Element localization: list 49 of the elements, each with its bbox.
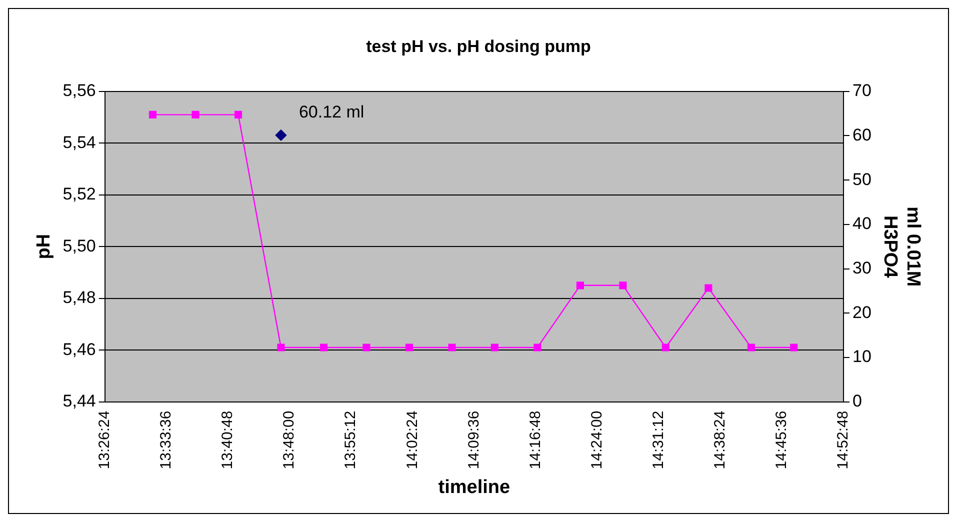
y2-tick-label: 40 bbox=[852, 214, 872, 234]
x-tick-label: 14:31:12 bbox=[650, 410, 667, 470]
y2-tick-label: 60 bbox=[852, 125, 872, 144]
point bbox=[534, 344, 542, 352]
point bbox=[362, 344, 370, 352]
y-axis-title: pH bbox=[34, 234, 55, 260]
point bbox=[448, 344, 456, 352]
y2-tick-label: 50 bbox=[852, 170, 872, 189]
point bbox=[747, 344, 755, 352]
y-tick-label: 5,50 bbox=[62, 236, 96, 256]
y2-tick-label: 10 bbox=[852, 347, 872, 366]
point bbox=[320, 344, 328, 352]
y-tick-label: 5,54 bbox=[62, 132, 96, 152]
point bbox=[192, 110, 200, 118]
y-tick-label: 5,48 bbox=[62, 288, 96, 308]
point bbox=[277, 344, 285, 352]
x-tick-label: 13:55:12 bbox=[342, 410, 360, 470]
point bbox=[662, 344, 670, 352]
point bbox=[704, 284, 712, 292]
x-axis-title: timeline bbox=[438, 476, 510, 498]
y2-tick-label: 70 bbox=[852, 81, 872, 100]
y2-tick-label: 20 bbox=[852, 302, 872, 322]
point bbox=[234, 110, 242, 118]
x-tick-label: 14:45:36 bbox=[773, 410, 790, 470]
y-tick-label: 5,56 bbox=[62, 81, 96, 100]
point bbox=[619, 282, 627, 290]
data-label: 60.12 ml bbox=[298, 102, 364, 122]
point bbox=[148, 110, 157, 118]
chart-title: test pH vs. pH dosing pump bbox=[366, 36, 591, 56]
point bbox=[405, 344, 413, 352]
x-tick-label: 13:40:48 bbox=[219, 410, 236, 470]
x-tick-label: 13:33:36 bbox=[158, 410, 175, 470]
y2-tick-label: 30 bbox=[852, 258, 872, 278]
x-tick-label: 14:38:24 bbox=[712, 410, 729, 470]
y2-axis-title: ml 0.01M H3PO4 bbox=[880, 206, 924, 287]
x-tick-label: 14:16:48 bbox=[526, 410, 544, 470]
x-tick-label: 13:48:00 bbox=[280, 410, 298, 470]
y-tick-label: 5,46 bbox=[62, 340, 96, 359]
y-tick-label: 5,44 bbox=[62, 392, 96, 410]
x-tick-label: 14:09:36 bbox=[465, 410, 482, 470]
point bbox=[790, 344, 798, 352]
x-tick-label: 14:24:00 bbox=[588, 410, 606, 470]
x-tick-label: 13:26:24 bbox=[96, 410, 114, 470]
x-tick-label: 14:02:24 bbox=[404, 410, 421, 470]
point bbox=[576, 282, 584, 290]
x-tick-label: 14:52:48 bbox=[834, 410, 852, 470]
y-tick-label: 5,52 bbox=[62, 184, 96, 204]
y2-tick-label: 0 bbox=[852, 392, 862, 410]
point bbox=[490, 344, 498, 352]
